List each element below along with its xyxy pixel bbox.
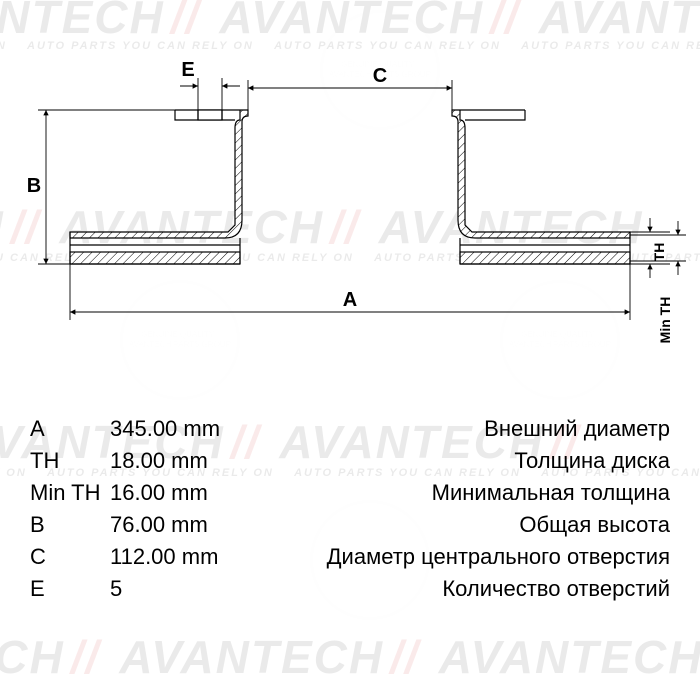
dim-label-B: B xyxy=(27,175,41,197)
dim-label-E: E xyxy=(181,59,194,81)
spec-desc: Внешний диаметр xyxy=(250,416,670,442)
dim-label-A: A xyxy=(343,289,357,311)
spec-row: Min TH16.00 mmМинимальная толщина xyxy=(30,480,670,506)
spec-row: E5Количество отверстий xyxy=(30,576,670,602)
dim-label-MinTH: Min TH xyxy=(657,297,673,344)
spec-desc: Диаметр центрального отверстия xyxy=(250,544,670,570)
dim-label-C: C xyxy=(373,65,387,87)
spec-row: B76.00 mmОбщая высота xyxy=(30,512,670,538)
spec-desc: Общая высота xyxy=(250,512,670,538)
spec-desc: Минимальная толщина xyxy=(250,480,670,506)
spec-desc: Количество отверстий xyxy=(250,576,670,602)
spec-row: TH18.00 mmТолщина диска xyxy=(30,448,670,474)
spec-value: 18.00 mm xyxy=(110,448,250,474)
spec-symbol: B xyxy=(30,512,110,538)
dim-label-TH: TH xyxy=(651,243,667,262)
spec-symbol: C xyxy=(30,544,110,570)
spec-table: A345.00 mmВнешний диаметр TH18.00 mmТолщи… xyxy=(30,410,670,608)
spec-value: 345.00 mm xyxy=(110,416,250,442)
spec-value: 112.00 mm xyxy=(110,544,250,570)
spec-desc: Толщина диска xyxy=(250,448,670,474)
spec-value: 5 xyxy=(110,576,250,602)
spec-value: 16.00 mm xyxy=(110,480,250,506)
brake-disc-diagram: A C E B TH Min TH xyxy=(10,20,690,380)
spec-value: 76.00 mm xyxy=(110,512,250,538)
spec-symbol: Min TH xyxy=(30,480,110,506)
spec-row: A345.00 mmВнешний диаметр xyxy=(30,416,670,442)
spec-symbol: TH xyxy=(30,448,110,474)
spec-row: C112.00 mmДиаметр центрального отверстия xyxy=(30,544,670,570)
spec-symbol: E xyxy=(30,576,110,602)
spec-symbol: A xyxy=(30,416,110,442)
